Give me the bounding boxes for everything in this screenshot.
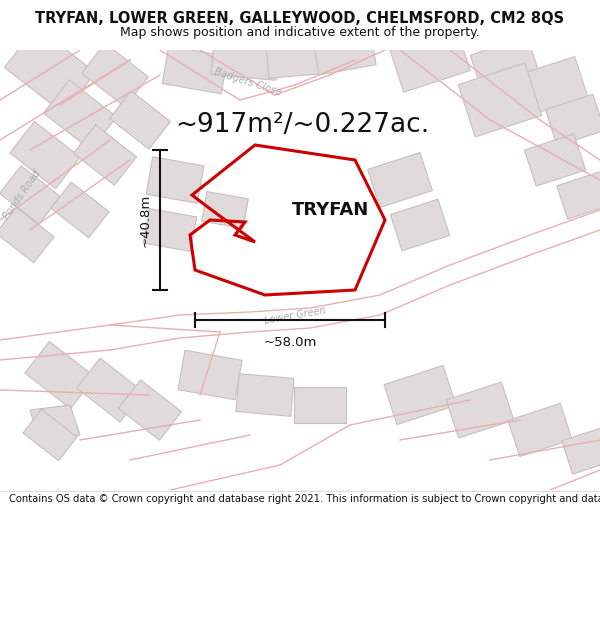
Text: TRYFAN, LOWER GREEN, GALLEYWOOD, CHELMSFORD, CM2 8QS: TRYFAN, LOWER GREEN, GALLEYWOOD, CHELMSF… <box>35 11 565 26</box>
Text: ~40.8m: ~40.8m <box>139 193 152 247</box>
Polygon shape <box>391 199 449 251</box>
Polygon shape <box>368 152 433 208</box>
Polygon shape <box>143 209 197 251</box>
Text: Badgers Close: Badgers Close <box>213 66 283 98</box>
Polygon shape <box>73 125 137 185</box>
Polygon shape <box>266 42 324 78</box>
Polygon shape <box>384 366 456 424</box>
Polygon shape <box>545 94 600 146</box>
Polygon shape <box>146 157 204 203</box>
Polygon shape <box>211 40 279 80</box>
Polygon shape <box>23 409 77 461</box>
Polygon shape <box>294 387 346 423</box>
Polygon shape <box>446 382 514 438</box>
Polygon shape <box>508 403 572 457</box>
Polygon shape <box>110 91 170 149</box>
Text: Map shows position and indicative extent of the property.: Map shows position and indicative extent… <box>120 26 480 39</box>
Polygon shape <box>314 35 376 75</box>
Polygon shape <box>0 208 54 262</box>
Polygon shape <box>51 182 109 238</box>
Polygon shape <box>162 46 228 94</box>
Text: TRYFAN: TRYFAN <box>292 201 368 219</box>
Text: ~58.0m: ~58.0m <box>263 336 317 349</box>
Polygon shape <box>524 134 586 186</box>
Text: Contains OS data © Crown copyright and database right 2021. This information is : Contains OS data © Crown copyright and d… <box>9 494 600 504</box>
Polygon shape <box>0 166 61 224</box>
Text: Ponds Road: Ponds Road <box>1 169 43 221</box>
Polygon shape <box>458 63 542 137</box>
Polygon shape <box>236 374 294 416</box>
Polygon shape <box>82 43 148 107</box>
Polygon shape <box>4 26 95 114</box>
Polygon shape <box>30 405 80 442</box>
Polygon shape <box>178 350 242 400</box>
Polygon shape <box>562 426 600 474</box>
Polygon shape <box>470 37 540 93</box>
Polygon shape <box>118 380 182 440</box>
Polygon shape <box>10 121 80 189</box>
Polygon shape <box>202 192 248 228</box>
Polygon shape <box>43 80 116 150</box>
Polygon shape <box>77 358 143 422</box>
Polygon shape <box>557 171 600 219</box>
Polygon shape <box>25 341 95 409</box>
Polygon shape <box>390 28 470 92</box>
Text: ~917m²/~0.227ac.: ~917m²/~0.227ac. <box>175 112 429 138</box>
Text: Lower Green: Lower Green <box>263 306 326 326</box>
Polygon shape <box>523 56 587 114</box>
